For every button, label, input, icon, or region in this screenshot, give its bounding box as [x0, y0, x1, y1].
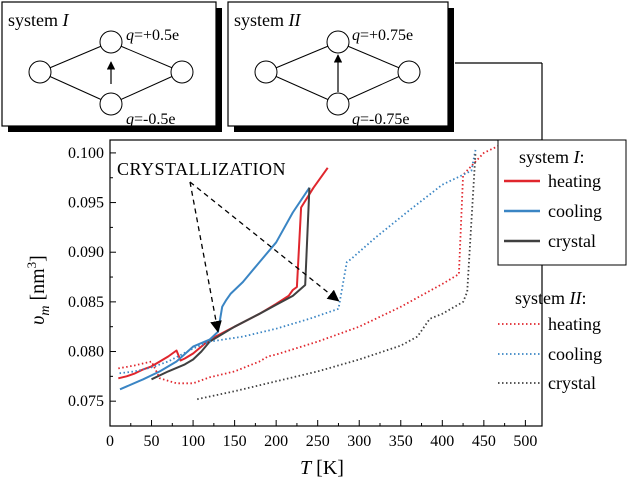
y-tick-label: 0.085 [68, 294, 104, 311]
inset-system-I-title: system I [8, 10, 70, 30]
inset-I-charge-bottom: q=-0.5e [126, 111, 175, 128]
y-tick-label: 0.100 [68, 145, 104, 162]
inset-I-node-right [170, 60, 194, 84]
inset-II-node-bottom [326, 92, 350, 116]
legend-label-cooling-II: cooling [548, 344, 602, 364]
series-heating-system-I [118, 167, 329, 380]
inset-I-charge-top: q=+0.5e [126, 27, 179, 44]
x-tick-label: 450 [472, 433, 496, 450]
x-tick-label: 100 [181, 433, 205, 450]
x-tick-label: 200 [264, 433, 288, 450]
legend-label-heating-II: heating [548, 314, 601, 334]
series-crystal-system-II [197, 152, 477, 401]
x-tick-label: 350 [389, 433, 413, 450]
annotation-arrows [189, 181, 340, 333]
series-cooling-system-II [118, 149, 477, 375]
x-tick-label: 300 [347, 433, 371, 450]
legend: system I: heating cooling crystal system… [497, 139, 627, 393]
legend-label-crystal-II: crystal [548, 373, 596, 393]
legend-label-heating-I: heating [548, 171, 601, 191]
series-crystal-system-I [151, 187, 311, 381]
y-tick-label: 0.095 [68, 195, 104, 212]
inset-II-charge-top: q=+0.75e [352, 27, 413, 44]
legend-label-crystal-I: crystal [548, 231, 596, 251]
x-tick-label: 250 [306, 433, 330, 450]
plot-frame [109, 139, 543, 427]
y-axis-title: υm [nm3] [24, 255, 53, 325]
inset-I-node-left [28, 60, 52, 84]
y-tick-label: 0.090 [68, 244, 104, 261]
x-tick-label: 0 [106, 433, 114, 450]
inset-I-node-top [99, 30, 123, 54]
series-layer [118, 142, 505, 401]
crystallization-annotation: CRYSTALLIZATION [117, 159, 286, 179]
annotation-arrow [189, 181, 222, 333]
annotation-arrow [189, 181, 340, 302]
inset-system-I: system I q=+0.5e q=-0.5e [1, 1, 222, 132]
inset-II-node-left [254, 60, 278, 84]
inset-II-node-top [326, 30, 350, 54]
legend-title-system-II: system II: [515, 288, 587, 308]
legend-title-system-I: system I: [519, 147, 585, 167]
inset-II-node-right [397, 60, 421, 84]
x-tick-label: 400 [430, 433, 454, 450]
y-tick-label: 0.075 [68, 393, 104, 410]
x-axis-title: T [K] [300, 457, 344, 479]
series-heating-system-II [118, 142, 505, 385]
x-tick-label: 500 [513, 433, 537, 450]
legend-label-cooling-I: cooling [548, 201, 602, 221]
series-cooling-system-I [119, 187, 311, 391]
x-tick-label: 150 [223, 433, 247, 450]
axis-ticks: 0 50 100 150 200 250 300 350 400 450 500 0.075 0.080… [68, 145, 537, 450]
y-tick-label: 0.080 [68, 344, 104, 361]
inset-system-II-title: system II [234, 10, 302, 30]
x-tick-label: 50 [144, 433, 160, 450]
inset-I-node-bottom [99, 92, 123, 116]
inset-II-charge-bottom: q=-0.75e [352, 111, 409, 128]
inset-system-II: system II q=+0.75e q=-0.75e [227, 1, 454, 132]
